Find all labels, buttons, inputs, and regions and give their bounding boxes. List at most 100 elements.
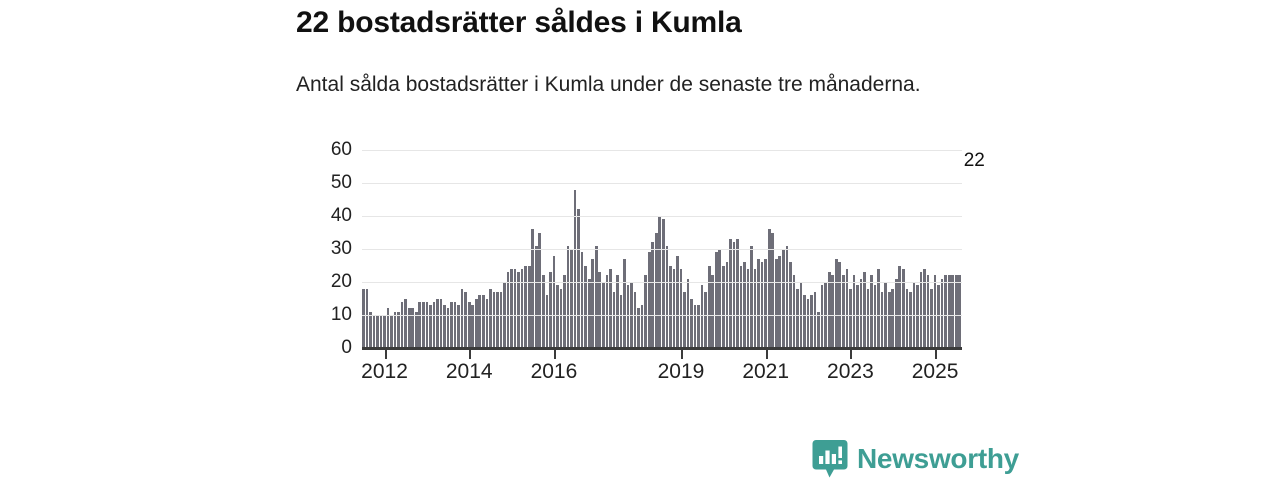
bar[interactable] (510, 268, 513, 348)
bar[interactable] (951, 275, 955, 348)
bar[interactable] (499, 291, 503, 348)
bar[interactable] (859, 278, 863, 348)
bar[interactable] (930, 288, 933, 348)
bar[interactable] (577, 209, 580, 348)
bar[interactable] (676, 255, 679, 348)
bar[interactable] (379, 315, 383, 348)
bar[interactable] (460, 288, 464, 348)
bar[interactable] (894, 278, 898, 348)
bar[interactable] (640, 305, 644, 348)
bar[interactable] (450, 301, 453, 348)
bar[interactable] (651, 242, 655, 348)
bar[interactable] (457, 305, 460, 348)
bar[interactable] (679, 268, 683, 348)
bar[interactable] (693, 305, 697, 348)
bar[interactable] (393, 311, 397, 348)
bar[interactable] (549, 272, 552, 348)
bar[interactable] (616, 275, 619, 348)
bar[interactable] (813, 291, 817, 348)
bar[interactable] (898, 265, 902, 348)
bar[interactable] (538, 232, 542, 348)
bar[interactable] (778, 255, 782, 348)
bar[interactable] (880, 291, 884, 348)
bar[interactable] (873, 285, 877, 348)
bar[interactable] (782, 249, 785, 348)
bar[interactable] (559, 288, 563, 348)
bar[interactable] (446, 308, 450, 348)
bar[interactable] (453, 301, 457, 348)
bar[interactable] (566, 245, 570, 348)
bar[interactable] (845, 268, 849, 348)
bar[interactable] (545, 295, 549, 348)
bar[interactable] (690, 298, 693, 348)
bar[interactable] (383, 315, 386, 348)
bar[interactable] (736, 239, 739, 348)
bar[interactable] (591, 258, 595, 348)
bar[interactable] (796, 288, 799, 348)
bar[interactable] (820, 285, 824, 348)
bar[interactable] (612, 291, 616, 348)
bar[interactable] (827, 272, 831, 348)
bar[interactable] (563, 275, 566, 348)
bar[interactable] (647, 252, 651, 348)
bar[interactable] (605, 275, 609, 348)
bar[interactable] (365, 288, 369, 348)
bar[interactable] (926, 275, 930, 348)
bar[interactable] (429, 305, 432, 348)
bar[interactable] (669, 265, 672, 348)
bar[interactable] (940, 278, 944, 348)
bar[interactable] (916, 285, 919, 348)
bar[interactable] (619, 295, 623, 348)
bar[interactable] (489, 288, 492, 348)
bar[interactable] (792, 275, 796, 348)
bar[interactable] (534, 245, 538, 348)
bar[interactable] (817, 311, 820, 348)
bar[interactable] (933, 275, 937, 348)
bar[interactable] (369, 311, 372, 348)
bar[interactable] (810, 295, 813, 348)
bar[interactable] (587, 278, 591, 348)
bar[interactable] (513, 268, 517, 348)
bar[interactable] (767, 229, 771, 348)
bar[interactable] (866, 288, 870, 348)
bar[interactable] (746, 268, 750, 348)
bar[interactable] (785, 245, 789, 348)
bar[interactable] (386, 308, 390, 348)
bar[interactable] (771, 232, 775, 348)
bar[interactable] (887, 291, 891, 348)
bar[interactable] (436, 298, 439, 348)
bar[interactable] (372, 315, 376, 348)
bar[interactable] (686, 278, 690, 348)
bar[interactable] (517, 272, 520, 348)
bar[interactable] (637, 308, 640, 348)
bar[interactable] (520, 268, 524, 348)
bar[interactable] (362, 288, 365, 348)
bar[interactable] (662, 219, 665, 348)
bar[interactable] (683, 291, 686, 348)
bar[interactable] (626, 285, 630, 348)
bar[interactable] (909, 291, 912, 348)
bar[interactable] (870, 275, 873, 348)
bar[interactable] (856, 285, 859, 348)
bar[interactable] (524, 265, 528, 348)
bar[interactable] (700, 285, 704, 348)
bar[interactable] (958, 275, 962, 348)
bar[interactable] (414, 311, 418, 348)
bar[interactable] (757, 258, 760, 348)
bar[interactable] (902, 268, 905, 348)
bar[interactable] (570, 249, 573, 348)
bar[interactable] (376, 315, 379, 348)
bar[interactable] (760, 262, 764, 348)
bar[interactable] (923, 268, 926, 348)
bar[interactable] (400, 301, 404, 348)
bar[interactable] (397, 311, 400, 348)
bar[interactable] (891, 288, 895, 348)
bar[interactable] (714, 252, 718, 348)
bar[interactable] (474, 298, 478, 348)
newsworthy-logo[interactable]: Newsworthy (812, 438, 1019, 480)
bar[interactable] (947, 275, 951, 348)
bar[interactable] (527, 265, 531, 348)
bar[interactable] (838, 262, 842, 348)
bar[interactable] (863, 272, 866, 348)
bar[interactable] (425, 301, 429, 348)
